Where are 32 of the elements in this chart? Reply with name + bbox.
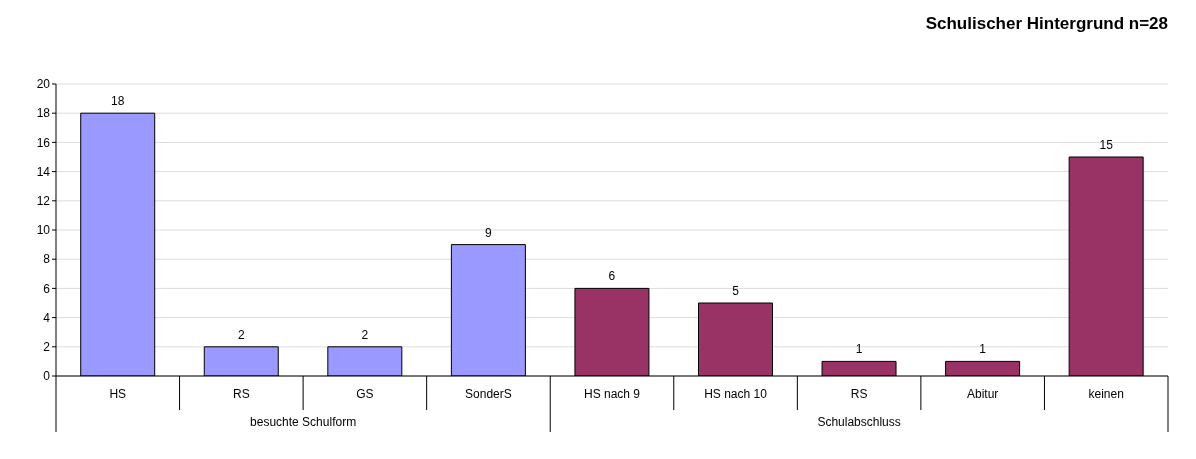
data-label: 9 — [485, 225, 493, 240]
data-label: 2 — [361, 327, 369, 342]
x-tick-label: RS — [233, 387, 250, 401]
x-tick-label: RS — [850, 387, 868, 401]
y-tick-label: 18 — [36, 106, 51, 121]
chart-title: Schulischer Hintergrund n=28 — [924, 13, 1169, 35]
x-tick-label: HS — [109, 387, 127, 401]
text: Schulabschluss — [817, 415, 901, 429]
data-label: 2 — [237, 327, 245, 342]
x-tick-label: GS — [356, 387, 374, 401]
y-tick-label: 12 — [36, 194, 51, 209]
x-tick-label: keinen — [1088, 387, 1124, 401]
data-label: 18 — [111, 94, 125, 109]
y-tick-label: 0 — [43, 369, 51, 384]
y-tick-label: 4 — [43, 310, 51, 325]
data-label: 1 — [855, 342, 863, 357]
y-tick-label: 2 — [43, 340, 51, 355]
x-tick-label: Abitur — [966, 387, 999, 401]
y-tick-label: 20 — [36, 77, 51, 92]
y-tick-label: 14 — [36, 164, 51, 179]
x-tick-label: SonderS — [465, 387, 512, 401]
x-tick-label: HS nach 10 — [704, 387, 768, 401]
text: besuchte Schulform — [250, 415, 357, 429]
y-tick-label: 10 — [36, 223, 51, 238]
data-label: 5 — [732, 284, 740, 298]
y-tick-label: 8 — [43, 252, 51, 267]
data-label: 6 — [608, 269, 616, 284]
x-tick-label: HS nach 9 — [583, 387, 641, 401]
y-tick-label: 6 — [43, 281, 51, 296]
y-tick-label: 16 — [36, 135, 51, 150]
data-label: 1 — [979, 342, 987, 357]
data-label: 15 — [1099, 138, 1114, 152]
